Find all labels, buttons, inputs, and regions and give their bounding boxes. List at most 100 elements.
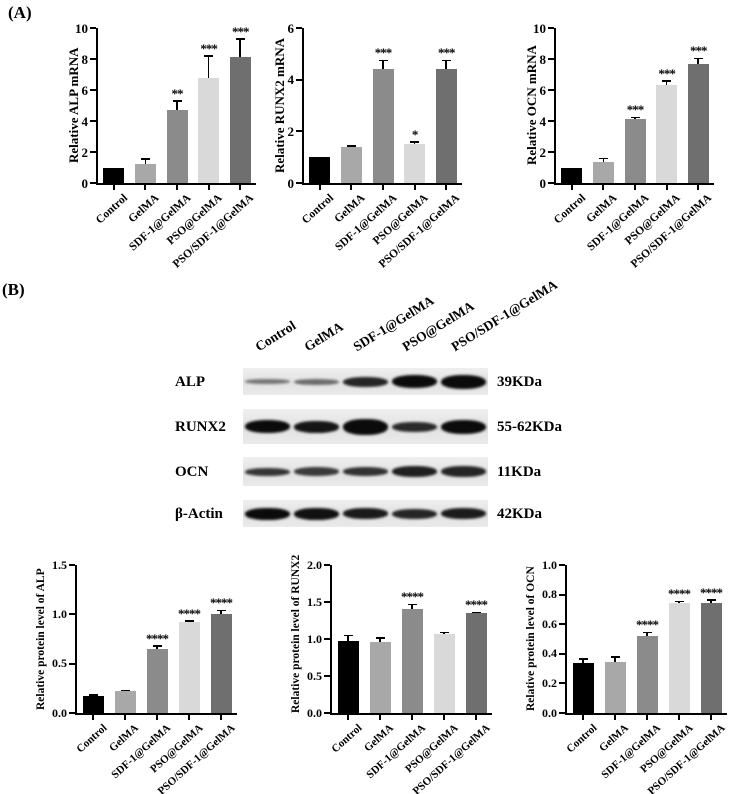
blot-band [392,508,437,519]
bar-control [572,662,594,713]
bar-pso-sdf-1-gelma [700,603,722,713]
molecular-weight-label: 39KDa [497,373,542,390]
significance-label: ** [171,85,184,101]
error-bar-cap [439,631,449,634]
panel-a-label: (A) [8,3,32,22]
blot-band [294,420,339,433]
x-tick-label: Control [563,722,600,756]
error-bar-cap [204,55,214,57]
y-tick-label: 0.5 [307,668,322,683]
y-axis-tick [548,27,554,29]
x-axis-tick [382,185,384,190]
x-tick-label: Control [299,192,336,227]
bar-sdf-1-gelma [636,636,658,713]
significance-label: *** [658,65,676,81]
error-bar-cap [235,38,245,40]
error-bar-cap [152,645,162,647]
protein-label-runx2: RUNX2 [175,418,226,435]
bar-sdf-1-gelma [146,648,168,713]
protein-label-actin: β-Actin [175,505,223,522]
error-bar-cap [610,656,620,658]
x-axis-tick [634,185,636,190]
x-axis-tick [92,715,94,720]
y-tick-label: 1.0 [307,631,322,646]
x-axis-tick [239,185,242,190]
blot-band [392,375,437,388]
x-tick-label: Control [551,192,588,227]
bar-control [103,167,125,183]
bar-control [309,157,331,183]
blot-band [392,466,437,477]
error-bar-cap [375,636,385,639]
bar-pso-gelma [178,622,200,713]
error-bar-cap [378,59,388,62]
significance-label: **** [146,630,169,646]
y-tick-label: 0.0 [542,705,557,720]
y-tick-label: 6 [81,82,89,98]
blot-lane-label-control: Control [252,317,299,355]
x-axis-tick [697,185,700,190]
y-tick-label: 10 [533,20,546,36]
y-tick-label: 0 [539,175,547,191]
plot-area: 0.0 0.5 1.0 1.5 2.0 Control GelMA **** SDF-1@Gel… [307,558,492,794]
y-axis-tick [90,151,96,153]
error-bar [411,604,413,609]
error-bar-cap [693,57,703,60]
y-axis-tick [296,78,302,81]
y-tick-label: 0.5 [52,656,67,671]
y-axis-tick [548,182,554,184]
y-tick-label: 6 [287,20,295,36]
error-bar-cap [140,158,150,160]
y-axis-tick [324,712,330,714]
error-bar [176,100,178,111]
significance-label: **** [210,595,233,611]
x-axis-tick [124,715,126,720]
significance-label: *** [689,43,708,59]
x-axis-tick [443,715,445,720]
error-bar [646,632,648,637]
plot-area: 0.0 0.2 0.4 0.6 0.8 1.0 Control GelMA **** SDF-1@… [542,558,727,794]
error-bar [379,637,381,642]
x-axis-tick [220,715,222,720]
plot-area: 0.0 0.5 1.0 1.5 Control GelMA **** SDF-1@GelMA *… [52,558,237,794]
significance-label: **** [636,617,659,633]
molecular-weight-label: 55-62KDa [497,418,562,435]
y-axis-tick [324,638,330,640]
y-tick-label: 0.8 [542,587,557,602]
error-bar-cap [343,634,353,637]
y-axis-tick [69,564,75,566]
y-tick-label: 6 [539,82,547,98]
blot-lane-label-sdf-1-gelma: SDF-1@GelMA [350,292,437,355]
plot-area: 0 2 4 6 Control GelMA *** SDF-1@GelMA * PSO@GelMA… [288,21,463,271]
error-bar [710,599,712,604]
significance-label: **** [465,597,488,613]
x-axis-tick [602,185,605,190]
bar-pso-gelma [404,144,426,183]
y-tick-label: 0.0 [307,705,322,720]
bar-gelma [340,146,362,183]
x-axis-tick [350,185,353,190]
blot-band [441,419,486,434]
error-bar-cap [706,599,716,601]
blot-lane-label-pso-sdf-1-gelma: PSO/SDF-1@GelMA [448,276,560,355]
x-axis-tick [413,185,416,190]
error-bar-cap [216,609,226,612]
y-axis-tick [559,652,565,655]
error-bar-cap [410,141,420,143]
bar-pso-sdf-1-gelma [229,57,251,183]
x-axis-tick [678,715,680,720]
chart-relative-runx2-mrna: Relative RUNX2 mRNA 0 2 4 6 Control GelMA *** SD… [246,14,484,276]
error-bar [665,80,668,85]
bar-gelma [134,163,156,183]
y-axis-tick [548,120,554,122]
y-axis-label: Relative RUNX2 mRNA [272,37,287,174]
y-tick-label: 4 [81,113,89,129]
y-axis-tick [559,712,565,714]
y-axis-tick [90,120,96,122]
blot-band [245,379,290,384]
molecular-weight-label: 42KDa [497,505,542,522]
blot-band [343,376,388,387]
y-axis-tick [559,593,565,596]
y-axis-tick [296,27,302,29]
